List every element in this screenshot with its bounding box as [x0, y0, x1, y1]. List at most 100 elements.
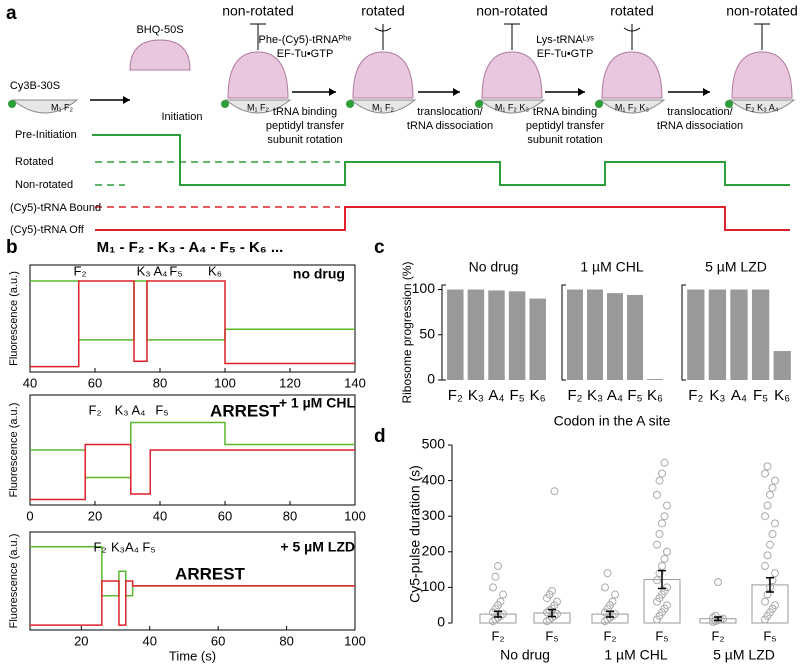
- bar: [567, 289, 583, 380]
- data-point: [763, 590, 772, 599]
- y-tick-label: 0: [427, 371, 435, 387]
- data-point: [653, 540, 661, 549]
- plot-frame: [29, 264, 356, 373]
- x-tick-label: F₂: [712, 628, 725, 643]
- diagram-label: Lys-tRNAᴸʸˢ: [536, 34, 594, 46]
- data-point: [771, 601, 779, 610]
- bar: [488, 290, 505, 380]
- error-bar: [766, 577, 774, 593]
- fret-dye: [725, 100, 733, 108]
- annotation: ARREST: [210, 401, 281, 420]
- data-point: [660, 458, 669, 467]
- data-point: [771, 476, 779, 485]
- y-axis-label: Fluorescence (a.u.): [8, 403, 20, 498]
- data-point: [545, 606, 554, 615]
- group-label: 5 µM LZD: [713, 647, 775, 663]
- x-tick-label: F₅: [655, 628, 668, 643]
- fret-trace: [92, 134, 790, 186]
- diagram-label: M₁ F₂ K₃: [615, 102, 650, 112]
- y-axis-label: Ribosome progression (%): [400, 261, 414, 403]
- data-point: [499, 610, 507, 619]
- small-subunit: [728, 99, 796, 114]
- annotation: F₂: [89, 402, 102, 417]
- x-tick-label: K₃: [468, 387, 484, 404]
- data-point: [608, 597, 617, 606]
- axis-bracket: [681, 284, 686, 381]
- x-tick-label: 60: [218, 508, 232, 523]
- data-point: [714, 578, 722, 587]
- diagram-label: Initiation: [162, 111, 203, 123]
- diagram-label: Pre-Initiation: [15, 129, 77, 141]
- bar: [447, 289, 464, 380]
- diagram-label: EF-Tu•GTP: [537, 48, 594, 60]
- fret-dye: [346, 100, 354, 108]
- x-tick-label: 120: [279, 375, 301, 390]
- x-tick-label: F₅: [627, 387, 642, 404]
- x-tick-label: A₄: [607, 387, 623, 404]
- fret-dye: [8, 100, 16, 108]
- diagram-label: subunit rotation: [527, 134, 602, 146]
- large-subunit: [601, 51, 663, 99]
- data-point: [550, 487, 559, 496]
- tRNA-trace: [95, 206, 790, 231]
- small-subunit: [598, 99, 666, 114]
- x-tick-label: F₂: [688, 387, 703, 404]
- diagram-label: M₁ F₂: [372, 102, 395, 112]
- annotation: ARREST: [175, 564, 246, 583]
- annotation: K₆: [208, 263, 222, 278]
- x-tick-label: F₂: [568, 387, 583, 404]
- y-tick-label: 300: [422, 507, 446, 523]
- group-label: No drug: [500, 647, 550, 663]
- x-tick-label: 0: [26, 508, 33, 523]
- data-point: [489, 583, 497, 592]
- large-subunit: [481, 51, 543, 99]
- x-tick-label: 140: [344, 375, 366, 390]
- fret-dye: [221, 100, 229, 108]
- error-bar: [658, 569, 666, 590]
- data-point: [719, 614, 727, 623]
- trace: [30, 443, 355, 501]
- annotation: F₅: [155, 402, 168, 417]
- y-axis-label: Fluorescence (a.u.): [8, 534, 20, 629]
- chart-title: 1 µM CHL: [580, 259, 644, 275]
- diagram-label: M₁ F₂ K₃: [495, 102, 530, 112]
- data-point: [655, 569, 664, 578]
- trace: [30, 580, 355, 626]
- bar: [687, 289, 705, 380]
- data-point: [658, 562, 666, 571]
- annotation: F₂: [94, 539, 107, 554]
- data-point: [611, 610, 619, 619]
- diagram-label: Phe-(Cy5)-tRNAᴾʰᵉ: [259, 34, 352, 46]
- arrow-head: [703, 88, 710, 96]
- error-bar: [714, 616, 722, 622]
- data-point: [496, 611, 505, 620]
- diagram-label: M₁ F₂: [247, 102, 270, 112]
- data-point: [766, 540, 774, 549]
- bar: [508, 291, 526, 380]
- x-tick-label: K₆: [647, 387, 663, 404]
- data-point: [663, 547, 671, 556]
- x-tick-label: F₂: [448, 387, 463, 404]
- annotation: F₅: [169, 263, 182, 278]
- panel-label: a: [6, 3, 17, 24]
- data-point: [771, 519, 779, 528]
- data-point: [761, 562, 769, 571]
- axis-bracket: [441, 284, 446, 381]
- bar: [730, 289, 748, 380]
- data-point: [761, 512, 769, 521]
- chart-title: + 1 µM CHL: [279, 395, 356, 411]
- diagram-label: non-rotated: [726, 3, 798, 19]
- x-axis-label: Codon in the A site: [554, 413, 671, 429]
- data-point: [496, 597, 505, 606]
- small-subunit: [478, 99, 546, 114]
- x-axis-label: Time (s): [169, 648, 216, 663]
- diagram-label: F₂ K₃ A₄: [746, 102, 779, 112]
- x-tick-label: 20: [74, 633, 88, 648]
- diagram-label: Cy3B-30S: [10, 80, 60, 92]
- diagram-label: tRNA binding: [273, 106, 337, 118]
- data-point: [655, 530, 664, 538]
- diagram-label: peptidyl transfer: [266, 120, 345, 132]
- data-point: [653, 490, 661, 499]
- data-point: [663, 601, 671, 610]
